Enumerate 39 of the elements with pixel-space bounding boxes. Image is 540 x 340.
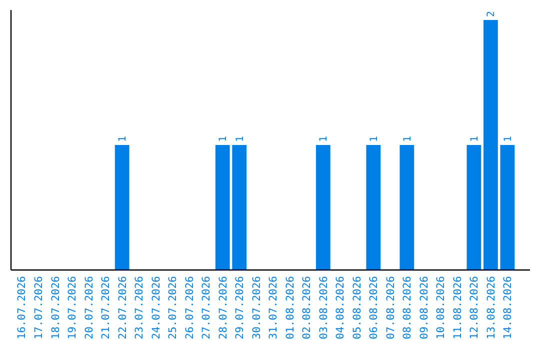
x-tick-label: 14.08.2026 (502, 276, 514, 340)
data-label: 1 (218, 136, 230, 142)
x-tick-label: 19.07.2026 (66, 276, 78, 340)
data-label: 1 (318, 136, 330, 142)
x-tick-label: 27.07.2026 (200, 276, 213, 340)
x-tick-label: 16.07.2026 (16, 276, 28, 340)
x-tick-label: 03.08.2026 (318, 276, 330, 340)
data-label: 1 (118, 136, 129, 142)
data-label: 1 (469, 136, 480, 142)
x-tick-label: 31.07.2026 (268, 276, 280, 340)
x-tick-label: 18.07.2026 (50, 276, 62, 340)
x-tick-label: 12.08.2026 (468, 276, 481, 340)
x-tick-label: 01.08.2026 (284, 276, 296, 340)
x-tick-label: 30.07.2026 (250, 276, 263, 340)
data-label: 1 (368, 136, 380, 142)
x-tick-label: 28.07.2026 (217, 276, 230, 340)
x-tick-label: 09.08.2026 (418, 276, 430, 340)
data-label: 1 (402, 136, 414, 142)
x-tick-label: 25.07.2026 (167, 276, 180, 340)
x-tick-label: 13.08.2026 (485, 276, 498, 340)
x-tick-label: 29.07.2026 (234, 276, 246, 340)
x-tick-label: 08.08.2026 (402, 276, 414, 340)
x-tick-label: 04.08.2026 (334, 276, 347, 340)
x-tick-label: 26.07.2026 (184, 276, 196, 340)
x-tick-label: 20.07.2026 (83, 276, 96, 340)
x-tick-label: 06.08.2026 (368, 276, 380, 340)
x-tick-label: 02.08.2026 (301, 276, 314, 340)
data-label: 2 (486, 10, 498, 17)
x-tick-label: 24.07.2026 (150, 276, 162, 340)
x-tick-label: 23.07.2026 (134, 276, 146, 340)
x-tick-label: 07.08.2026 (384, 276, 397, 340)
x-tick-label: 11.08.2026 (452, 276, 464, 340)
data-label: 1 (502, 136, 514, 142)
x-tick-label: 05.08.2026 (351, 276, 364, 340)
x-tick-label: 10.08.2026 (435, 276, 448, 340)
x-tick-label: 17.07.2026 (32, 276, 45, 340)
x-tick-label: 22.07.2026 (116, 276, 129, 340)
x-tick-label: 21.07.2026 (100, 276, 112, 340)
data-label: 1 (234, 136, 246, 142)
